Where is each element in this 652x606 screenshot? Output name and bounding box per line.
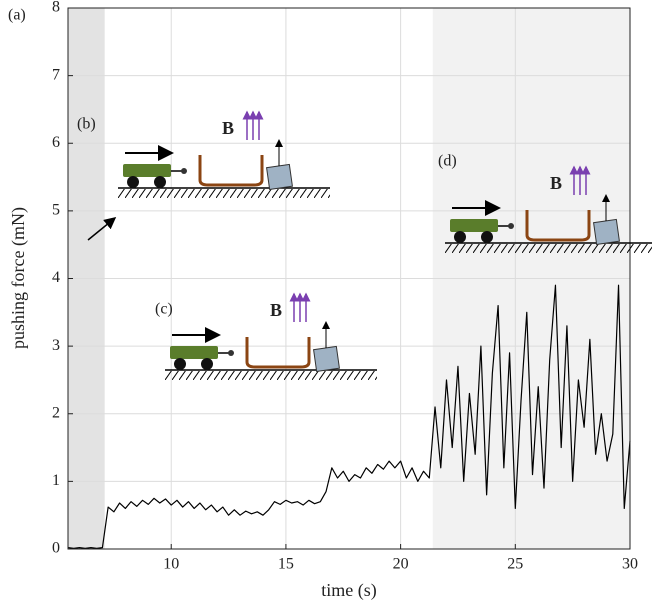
inset-label: (c): [155, 301, 173, 318]
panel-label: (a): [8, 7, 26, 24]
x-axis-label: time (s): [321, 580, 377, 601]
x-tick-label: 25: [507, 556, 523, 573]
y-tick-label: 1: [52, 472, 60, 489]
y-tick-label: 2: [52, 404, 60, 421]
x-tick-label: 30: [622, 556, 638, 573]
data-line: [67, 284, 631, 549]
x-tick-label: 15: [278, 556, 294, 573]
y-tick-label: 0: [52, 540, 60, 557]
y-tick-label: 3: [52, 337, 60, 354]
y-tick-label: 8: [52, 0, 60, 16]
field-label: B: [222, 118, 234, 138]
inset-label: (b): [77, 116, 96, 133]
field-label: B: [270, 300, 282, 320]
pointer-arrow: [87, 217, 117, 241]
inset-label: (d): [438, 153, 457, 170]
x-tick-label: 20: [393, 556, 409, 573]
y-tick-label: 6: [52, 134, 60, 151]
y-axis-label: pushing force (mN): [8, 207, 29, 349]
y-tick-label: 7: [52, 66, 60, 83]
field-label: B: [550, 173, 562, 193]
y-tick-label: 4: [52, 269, 60, 286]
y-tick-label: 5: [52, 202, 60, 219]
x-tick-label: 10: [163, 556, 179, 573]
plot-frame: [67, 7, 631, 550]
